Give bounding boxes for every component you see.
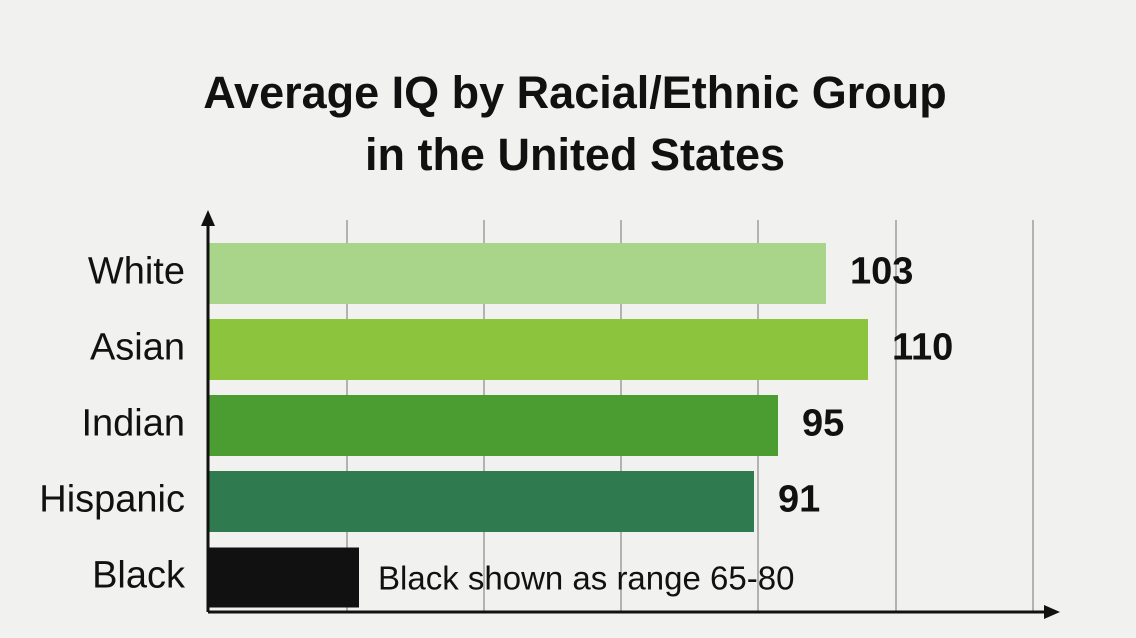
category-label: Hispanic bbox=[39, 479, 185, 521]
value-label: 91 bbox=[778, 479, 820, 521]
bar bbox=[208, 471, 754, 532]
chart-title: in the United States bbox=[365, 129, 785, 180]
value-label: 110 bbox=[892, 327, 953, 369]
value-label: 103 bbox=[850, 251, 913, 293]
chart-title: Average IQ by Racial/Ethnic Group bbox=[203, 67, 947, 118]
value-label: 95 bbox=[802, 403, 844, 445]
y-axis-arrow bbox=[201, 210, 215, 226]
category-label: Black bbox=[92, 555, 186, 597]
annotation: Black shown as range 65-80 bbox=[378, 560, 794, 597]
category-label: Asian bbox=[90, 327, 185, 369]
x-axis-arrow bbox=[1044, 605, 1060, 619]
bars bbox=[208, 243, 868, 608]
category-label: Indian bbox=[81, 403, 185, 445]
bar bbox=[208, 319, 868, 380]
bar bbox=[208, 243, 826, 304]
category-label: White bbox=[88, 251, 185, 293]
bar bbox=[208, 395, 778, 456]
range-box bbox=[208, 547, 359, 608]
